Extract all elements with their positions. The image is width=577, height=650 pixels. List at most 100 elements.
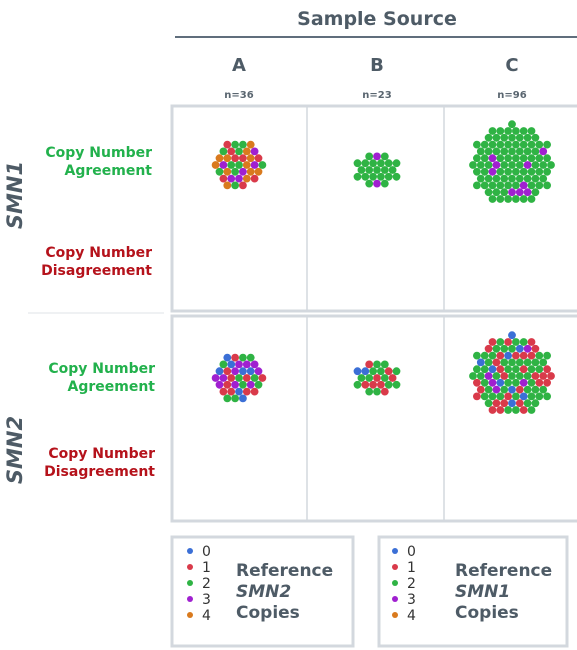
data-point xyxy=(504,338,512,346)
data-point xyxy=(392,380,401,389)
data-point xyxy=(227,360,236,369)
data-point xyxy=(258,161,267,169)
data-point xyxy=(239,154,247,163)
data-point xyxy=(496,392,505,401)
data-point xyxy=(523,344,532,353)
data-point xyxy=(219,374,228,382)
data-point xyxy=(492,188,501,197)
data-point xyxy=(504,167,512,176)
data-point xyxy=(250,387,259,396)
data-point xyxy=(512,167,520,176)
data-point xyxy=(496,181,505,190)
data-point xyxy=(492,385,501,394)
data-point xyxy=(519,127,528,135)
cluster-smn2-a xyxy=(211,353,267,403)
data-point xyxy=(353,172,362,181)
data-point xyxy=(543,378,551,387)
data-point xyxy=(543,392,551,401)
data-point xyxy=(239,167,247,176)
column-c-label: C xyxy=(505,55,518,76)
legend-key-4: 4 xyxy=(407,608,416,624)
data-point xyxy=(231,167,240,176)
panel-smn1 xyxy=(170,104,577,313)
data-point xyxy=(373,374,381,382)
data-point xyxy=(473,181,481,190)
legend-marker-3 xyxy=(187,596,193,602)
data-point xyxy=(227,387,236,396)
data-point xyxy=(476,147,485,156)
data-point xyxy=(531,133,540,142)
data-point xyxy=(488,392,497,401)
data-point xyxy=(239,367,247,376)
data-point xyxy=(480,167,489,176)
data-point xyxy=(480,392,489,401)
data-point xyxy=(254,167,263,176)
data-point xyxy=(484,399,493,408)
data-point xyxy=(492,358,501,367)
data-point xyxy=(219,387,228,396)
data-point xyxy=(535,140,544,149)
data-point xyxy=(369,367,377,376)
data-point xyxy=(496,195,505,203)
data-point xyxy=(484,188,493,197)
data-point xyxy=(531,174,540,183)
data-point xyxy=(543,365,551,374)
data-point xyxy=(519,181,528,190)
data-point xyxy=(211,374,220,382)
data-point xyxy=(519,392,528,401)
legend-marker-0 xyxy=(392,548,398,554)
data-point xyxy=(235,360,243,369)
data-point xyxy=(361,159,370,168)
data-point xyxy=(392,172,401,181)
data-point xyxy=(539,161,548,169)
data-point xyxy=(539,385,548,394)
data-point xyxy=(231,367,240,376)
data-point xyxy=(480,378,489,387)
data-point xyxy=(504,127,512,135)
data-point xyxy=(484,147,493,156)
data-point xyxy=(527,406,536,414)
data-point xyxy=(504,181,512,190)
data-point xyxy=(519,167,528,176)
data-point xyxy=(384,380,393,389)
data-point xyxy=(512,378,520,387)
cluster-smn1-b xyxy=(353,152,401,188)
column-headers: A B C n=36 n=23 n=96 xyxy=(224,55,526,101)
legend-key-0: 0 xyxy=(202,544,211,560)
data-point xyxy=(211,161,220,169)
data-point xyxy=(527,365,536,374)
data-point xyxy=(242,387,251,396)
data-point xyxy=(512,365,520,374)
data-point xyxy=(469,161,477,169)
data-point xyxy=(377,367,385,376)
data-point xyxy=(227,374,236,382)
chart-title: Sample Source xyxy=(297,8,457,30)
data-point xyxy=(246,353,255,362)
data-point xyxy=(531,385,540,394)
legend-title: Reference xyxy=(236,561,333,581)
data-point xyxy=(535,154,544,163)
data-point xyxy=(512,338,520,346)
data-point xyxy=(377,159,385,168)
data-point xyxy=(484,372,493,380)
data-point xyxy=(508,344,516,353)
data-point xyxy=(515,147,524,156)
data-point xyxy=(547,372,555,380)
data-point xyxy=(508,399,516,408)
data-point xyxy=(508,161,516,169)
data-point xyxy=(246,154,255,163)
data-point xyxy=(242,360,251,369)
legend-marker-1 xyxy=(392,564,398,570)
data-point xyxy=(231,140,240,149)
data-point xyxy=(515,188,524,197)
data-point xyxy=(527,181,536,190)
column-c-n: n=96 xyxy=(497,90,526,101)
data-point xyxy=(254,154,263,163)
data-point xyxy=(515,372,524,380)
data-point xyxy=(496,365,505,374)
data-point xyxy=(473,392,481,401)
data-point xyxy=(523,399,532,408)
data-point xyxy=(492,399,501,408)
data-point xyxy=(369,380,377,389)
